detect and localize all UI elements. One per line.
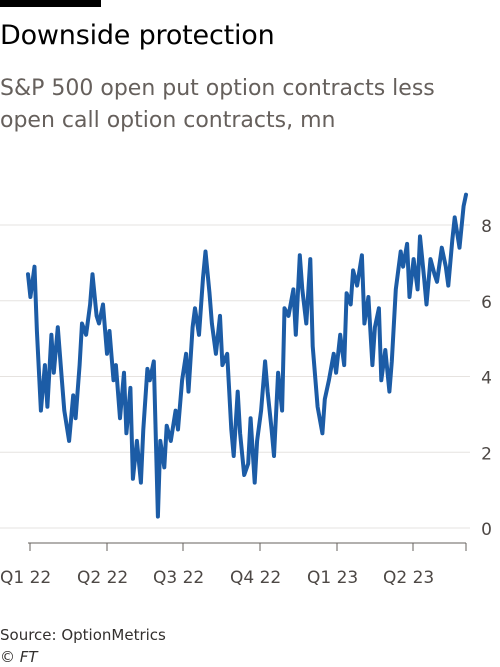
y-tick-label: 0 xyxy=(481,520,492,540)
y-tick-label: 6 xyxy=(481,293,492,313)
y-tick-label: 8 xyxy=(481,217,492,237)
top-accent-bar xyxy=(0,0,101,7)
copyright-credit: © FT xyxy=(0,648,38,666)
x-tick-label: Q3 22 xyxy=(153,568,204,588)
x-tick-label: Q2 23 xyxy=(383,568,434,588)
x-tick-label: Q4 22 xyxy=(230,568,281,588)
source-note: Source: OptionMetrics xyxy=(0,626,166,644)
x-axis: Q1 22 Q2 22 Q3 22 Q4 22 Q1 23 Q2 23 xyxy=(0,542,467,588)
x-tick-label: Q2 22 xyxy=(77,568,128,588)
chart-subtitle: S&P 500 open put option contracts less o… xyxy=(0,76,435,133)
y-tick-label: 2 xyxy=(481,444,492,464)
gridlines xyxy=(0,224,470,529)
chart-title: Downside protection xyxy=(0,20,275,51)
y-tick-label: 4 xyxy=(481,369,492,389)
x-tick-label: Q1 22 xyxy=(0,568,51,588)
x-tick-label: Q1 23 xyxy=(307,568,358,588)
y-tick-labels: 0 2 4 6 8 xyxy=(481,217,492,540)
series-line xyxy=(26,192,468,519)
